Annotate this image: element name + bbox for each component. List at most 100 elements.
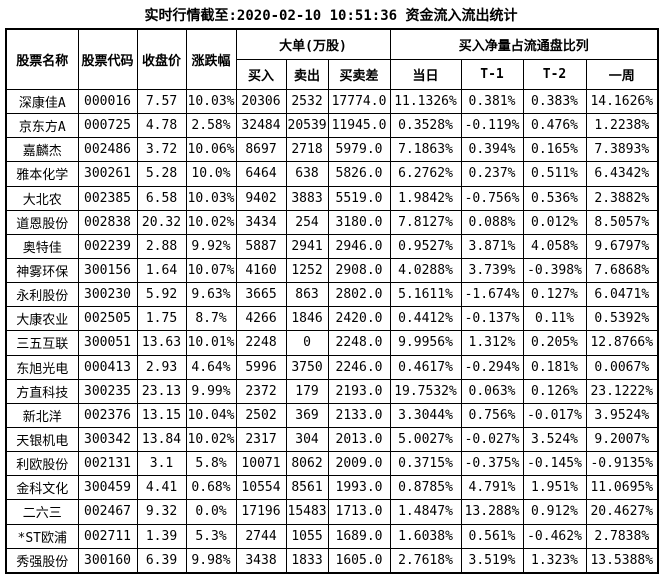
cell-buy: 10554 <box>235 475 287 501</box>
cell-name[interactable]: 深康佳A <box>5 88 79 115</box>
cell-week: 12.8766% <box>585 330 659 356</box>
cell-t1: -0.375% <box>460 451 524 477</box>
cell-code[interactable]: 300261 <box>77 161 138 187</box>
cell-diff: 11945.0 <box>327 113 391 139</box>
cell-close: 5.92 <box>136 282 187 308</box>
cell-code[interactable]: 002838 <box>77 209 138 235</box>
cell-name[interactable]: 方直科技 <box>5 378 79 404</box>
header-today[interactable]: 当日 <box>389 59 462 90</box>
cell-name[interactable]: 天银机电 <box>5 426 79 453</box>
cell-week: 2.7838% <box>585 523 659 549</box>
cell-t2: -0.017% <box>522 402 587 428</box>
cell-code[interactable]: 002711 <box>77 523 138 549</box>
header-close-price[interactable]: 收盘价 <box>136 28 187 90</box>
cell-code[interactable]: 000725 <box>77 113 138 139</box>
table-body: 深康佳A 000016 7.57 10.03% 20306 2532 17774.0 11.1… <box>5 88 659 574</box>
cell-name[interactable]: 三五互联 <box>5 330 79 356</box>
cell-close: 2.93 <box>136 354 187 380</box>
table-row: 雅本化学 300261 5.28 10.0% 6464 638 5826.0 6.2762% 0… <box>5 161 659 187</box>
header-buy[interactable]: 买入 <box>235 59 287 90</box>
cell-code[interactable]: 002467 <box>77 499 138 525</box>
cell-name[interactable]: *ST欧浦 <box>5 523 79 549</box>
cell-t1: 0.063% <box>460 378 524 404</box>
cell-t2: 0.476% <box>522 113 587 139</box>
cell-name[interactable]: 新北洋 <box>5 402 79 428</box>
cell-t1: 0.394% <box>460 137 524 163</box>
cell-sell: 2941 <box>285 233 329 259</box>
cell-diff: 2802.0 <box>327 282 391 308</box>
cell-diff: 1993.0 <box>327 475 391 501</box>
cell-name[interactable]: 大康农业 <box>5 306 79 332</box>
cell-week: 0.0067% <box>585 354 659 380</box>
cell-code[interactable]: 002385 <box>77 185 138 211</box>
cell-code[interactable]: 300051 <box>77 330 138 356</box>
cell-code[interactable]: 300459 <box>77 475 138 501</box>
cell-change: 2.58% <box>185 113 237 139</box>
table-row: 新北洋 002376 13.15 10.04% 2502 369 2133.0 3.3044%… <box>5 402 659 428</box>
table-row: 永利股份 300230 5.92 9.63% 3665 863 2802.0 5.1611% -… <box>5 282 659 308</box>
header-stock-name[interactable]: 股票名称 <box>5 28 79 90</box>
cell-change: 5.3% <box>185 523 237 549</box>
cell-name[interactable]: 奥特佳 <box>5 233 79 259</box>
cell-t1: 0.561% <box>460 523 524 549</box>
cell-t2: -0.145% <box>522 451 587 477</box>
cell-code[interactable]: 300160 <box>77 547 138 574</box>
cell-t2: 0.536% <box>522 185 587 211</box>
cell-buy: 5887 <box>235 233 287 259</box>
cell-change: 9.63% <box>185 282 237 308</box>
cell-t2: -0.398% <box>522 257 587 284</box>
header-buy-sell-diff[interactable]: 买卖差 <box>327 59 391 90</box>
cell-buy: 2248 <box>235 330 287 356</box>
cell-code[interactable]: 000413 <box>77 354 138 380</box>
cell-code[interactable]: 300235 <box>77 378 138 404</box>
cell-sell: 8062 <box>285 451 329 477</box>
header-week[interactable]: 一周 <box>585 59 659 90</box>
cell-t1: 4.791% <box>460 475 524 501</box>
cell-name[interactable]: 大北农 <box>5 185 79 211</box>
cell-change: 10.02% <box>185 209 237 235</box>
cell-t1: 3.739% <box>460 257 524 284</box>
cell-diff: 2009.0 <box>327 451 391 477</box>
header-t-minus-1[interactable]: T-1 <box>460 59 524 90</box>
cell-week: 7.3893% <box>585 137 659 163</box>
cell-code[interactable]: 002131 <box>77 451 138 477</box>
cell-code[interactable]: 300230 <box>77 282 138 308</box>
cell-code[interactable]: 002376 <box>77 402 138 428</box>
cell-close: 5.28 <box>136 161 187 187</box>
cell-name[interactable]: 道恩股份 <box>5 209 79 235</box>
cell-week: 2.3882% <box>585 185 659 211</box>
cell-sell: 369 <box>285 402 329 428</box>
cell-close: 13.15 <box>136 402 187 428</box>
cell-diff: 2246.0 <box>327 354 391 380</box>
cell-name[interactable]: 雅本化学 <box>5 161 79 187</box>
cell-diff: 2193.0 <box>327 378 391 404</box>
cell-name[interactable]: 东旭光电 <box>5 354 79 380</box>
cell-name[interactable]: 神雾环保 <box>5 257 79 284</box>
cell-code[interactable]: 000016 <box>77 88 138 115</box>
header-t-minus-2[interactable]: T-2 <box>522 59 587 90</box>
cell-t1: -0.756% <box>460 185 524 211</box>
cell-t2: 3.524% <box>522 426 587 453</box>
cell-today: 9.9956% <box>389 330 462 356</box>
cell-name[interactable]: 秀强股份 <box>5 547 79 574</box>
cell-name[interactable]: 永利股份 <box>5 282 79 308</box>
cell-name[interactable]: 京东方A <box>5 113 79 139</box>
cell-today: 0.4412% <box>389 306 462 332</box>
cell-name[interactable]: 利欧股份 <box>5 451 79 477</box>
cell-name[interactable]: 二六三 <box>5 499 79 525</box>
cell-sell: 15483 <box>285 499 329 525</box>
cell-name[interactable]: 金科文化 <box>5 475 79 501</box>
cell-name[interactable]: 嘉麟杰 <box>5 137 79 163</box>
header-change-percent[interactable]: 涨跌幅 <box>185 28 237 90</box>
table-row: 利欧股份 002131 3.1 5.8% 10071 8062 2009.0 0.3715% -… <box>5 451 659 477</box>
cell-buy: 2317 <box>235 426 287 453</box>
cell-close: 4.41 <box>136 475 187 501</box>
cell-code[interactable]: 300156 <box>77 257 138 284</box>
cell-code[interactable]: 002486 <box>77 137 138 163</box>
header-sell[interactable]: 卖出 <box>285 59 329 90</box>
cell-code[interactable]: 002239 <box>77 233 138 259</box>
header-stock-code[interactable]: 股票代码 <box>77 28 138 90</box>
cell-code[interactable]: 002505 <box>77 306 138 332</box>
cell-close: 6.58 <box>136 185 187 211</box>
cell-code[interactable]: 300342 <box>77 426 138 453</box>
